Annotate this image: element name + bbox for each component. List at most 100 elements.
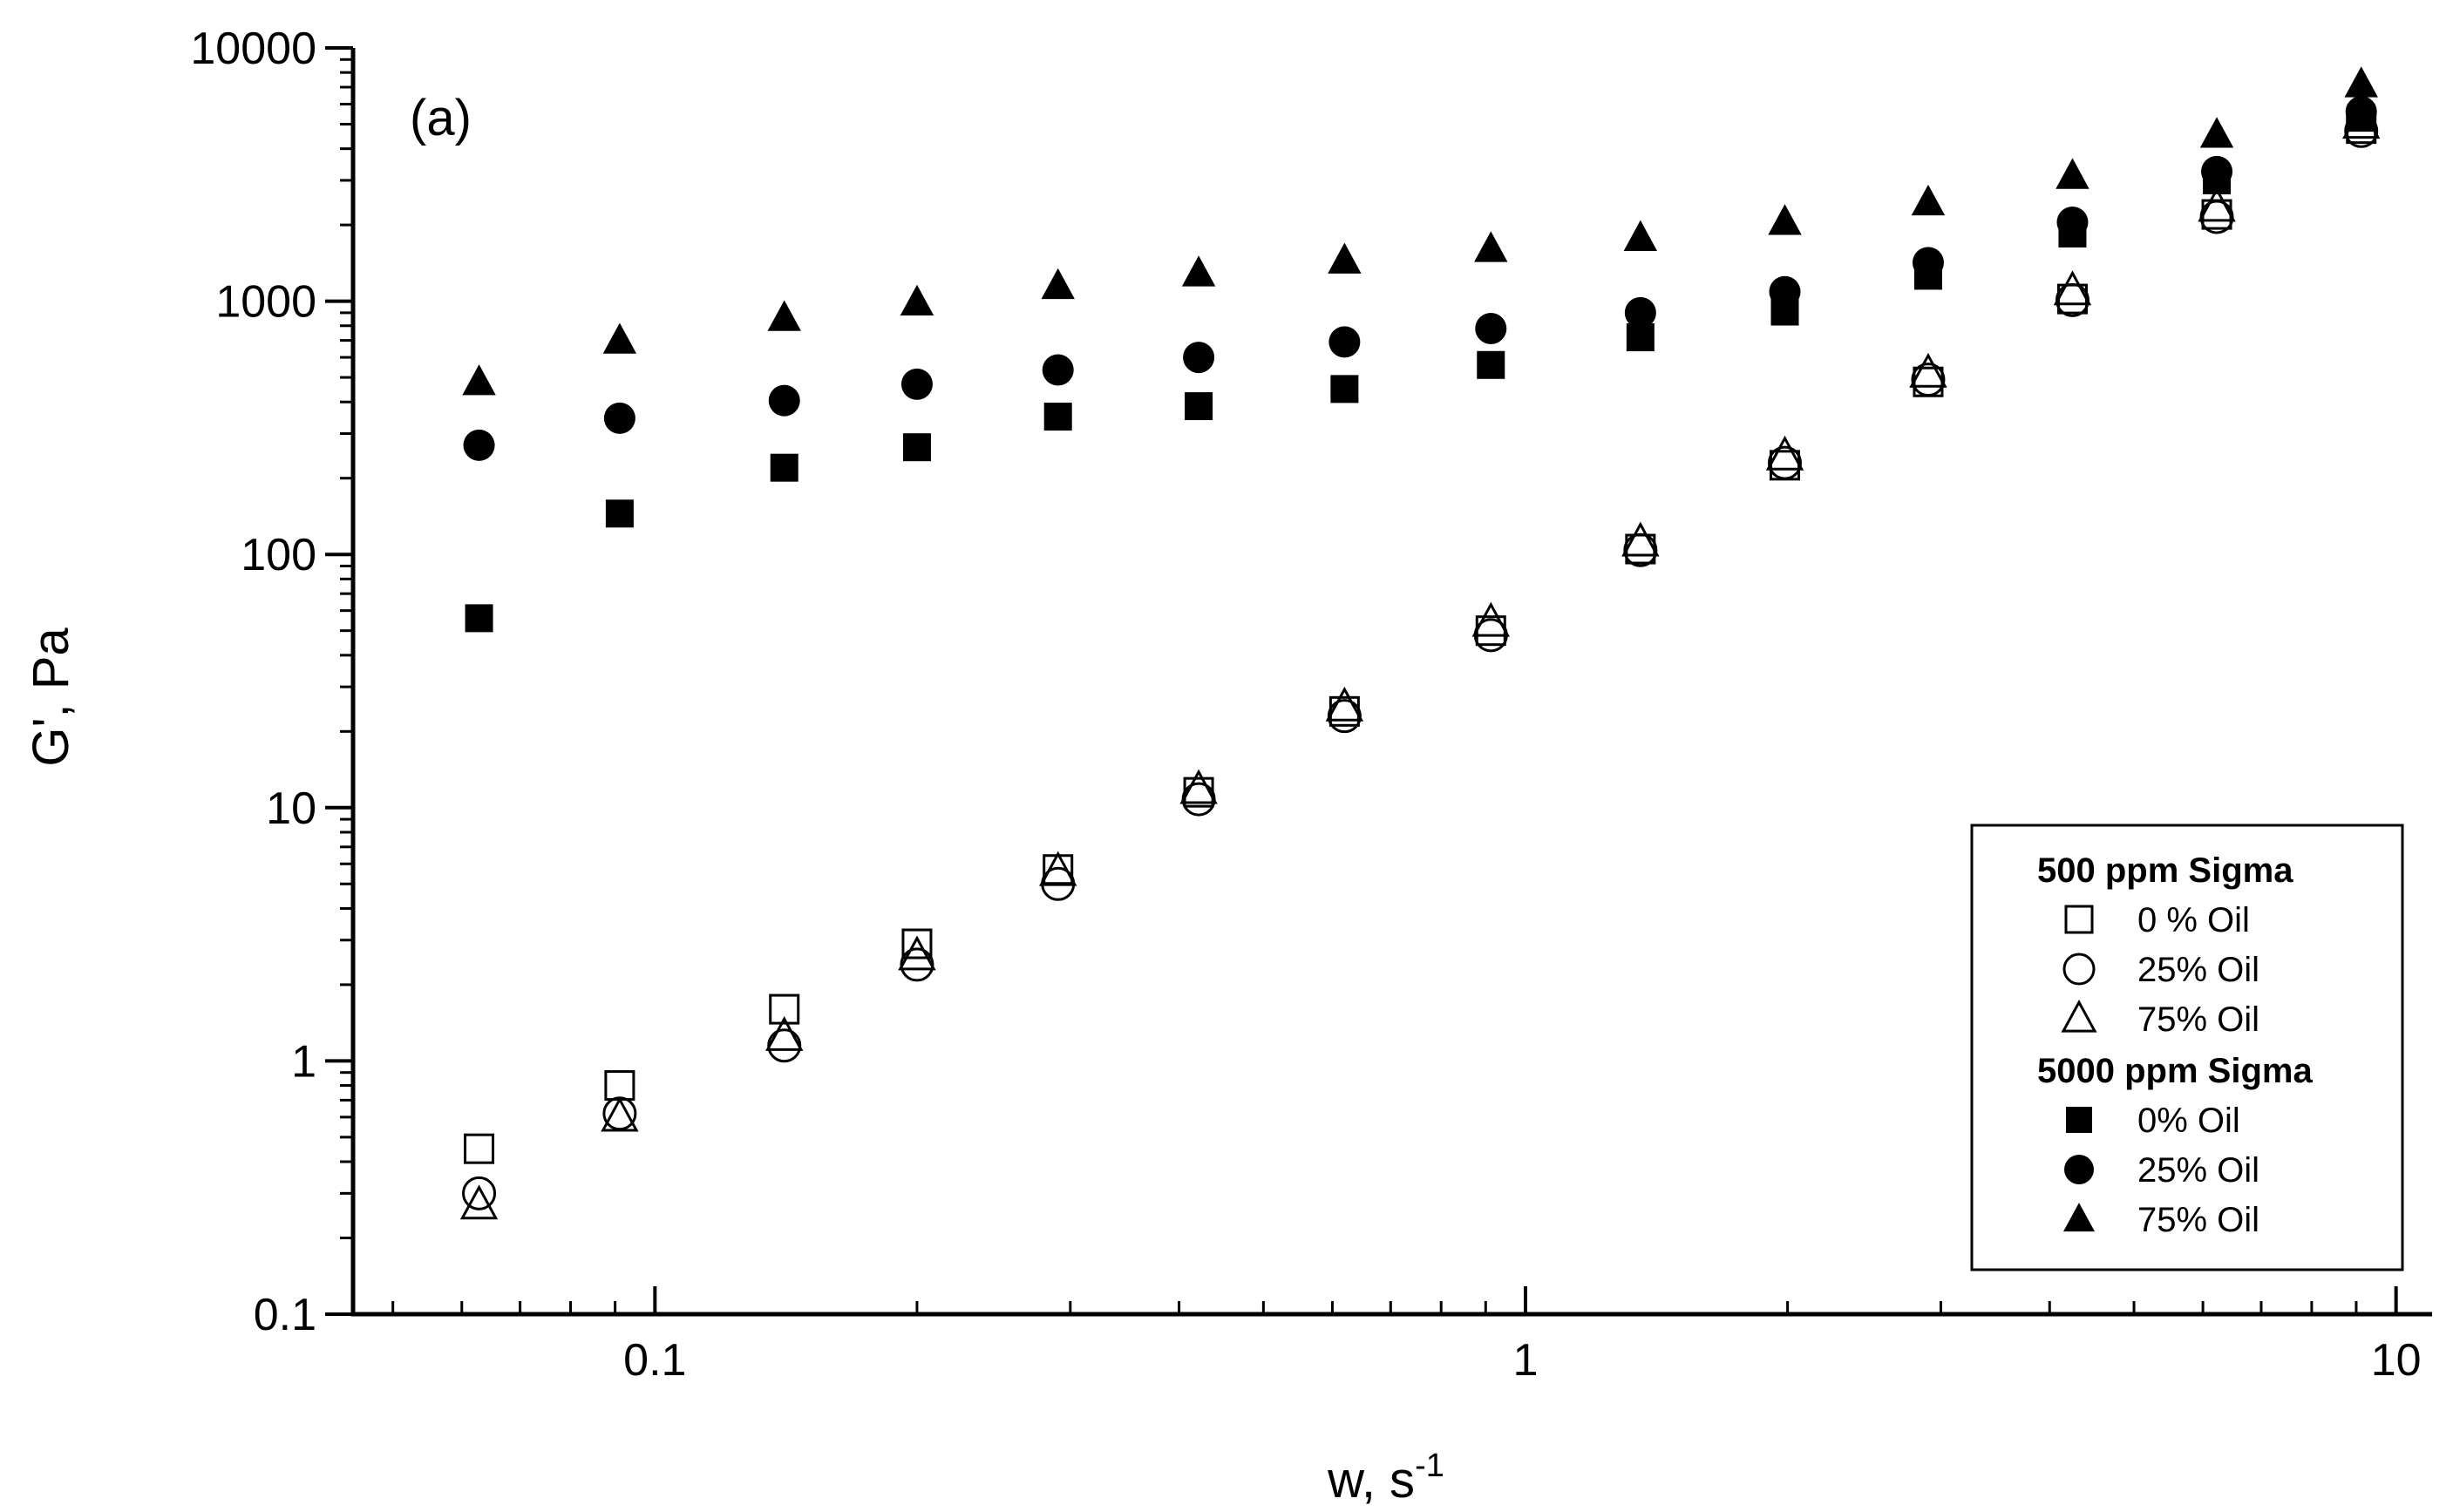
legend-marker-open-triangle: [2061, 999, 2097, 1033]
y-tick-label: 1000: [215, 277, 316, 328]
series-4-filled-circle: [463, 96, 2377, 461]
data-point-open-circle: [602, 1096, 637, 1131]
legend-marker-filled-circle: [2064, 1155, 2094, 1184]
data-point-filled-triangle: [1474, 231, 1508, 262]
panel-label: (a): [410, 90, 472, 146]
data-point-open-circle: [900, 947, 934, 982]
data-point-filled-triangle: [1181, 255, 1216, 287]
series-3-filled-square: [465, 104, 2375, 633]
data-point-filled-triangle: [1328, 242, 1362, 274]
data-point-filled-square: [605, 499, 634, 528]
data-point-open-triangle: [1038, 851, 1077, 886]
data-point-open-circle: [767, 1028, 802, 1063]
x-axis-title-superscript: -1: [1415, 1448, 1444, 1484]
data-point-filled-triangle: [602, 322, 637, 354]
data-point-filled-triangle: [1623, 220, 1658, 251]
data-point-filled-circle: [2056, 207, 2089, 239]
data-point-open-triangle: [1325, 686, 1364, 722]
y-tick-label: 100: [241, 530, 316, 580]
data-point-filled-triangle: [1041, 268, 1075, 300]
legend-group-heading: 500 ppm Sigma: [2037, 851, 2293, 890]
y-tick-label: 0.1: [254, 1290, 316, 1340]
data-point-filled-triangle: [1911, 184, 1946, 216]
data-point-filled-triangle: [2344, 66, 2378, 98]
data-point-filled-square: [465, 604, 493, 633]
legend-group-heading: 5000 ppm Sigma: [2037, 1052, 2313, 1090]
legend-marker-open-circle: [2062, 953, 2096, 986]
y-tick-label: 1: [291, 1036, 316, 1087]
series-2-open-triangle: [459, 104, 2381, 1220]
x-tick-label: 1: [1513, 1335, 1539, 1386]
legend: 500 ppm Sigma 0 % Oil 25% Oil 75% Oil 5000 p…: [1970, 824, 2404, 1271]
y-axis-title: G', Pa: [23, 627, 79, 767]
x-tick-label: 10: [2371, 1335, 2422, 1386]
data-point-filled-circle: [1624, 296, 1656, 329]
data-point-open-triangle: [459, 1184, 499, 1220]
data-point-filled-triangle: [2199, 117, 2234, 148]
data-point-filled-square: [1043, 403, 1072, 431]
data-point-filled-square: [770, 453, 798, 482]
legend-entry-label: 75% Oil: [2137, 1201, 2259, 1239]
data-point-open-triangle: [1621, 521, 1660, 557]
data-point-filled-circle: [1328, 326, 1361, 358]
legend-entry-label: 25% Oil: [2137, 951, 2259, 989]
data-point-open-circle: [1911, 363, 1946, 397]
data-point-open-circle: [1327, 699, 1362, 734]
data-point-filled-circle: [2201, 155, 2233, 187]
legend-entry-label: 0 % Oil: [2137, 901, 2250, 939]
data-point-open-circle: [1181, 782, 1216, 817]
data-point-open-triangle: [1179, 769, 1218, 804]
data-point-filled-circle: [1183, 342, 1215, 374]
series-5-filled-triangle: [462, 66, 2378, 396]
legend-marker-filled-square: [2066, 1107, 2092, 1133]
data-point-filled-circle: [1769, 275, 1801, 308]
data-point-open-circle: [2055, 282, 2089, 317]
x-axis-title: w, s-1: [1327, 1448, 1444, 1509]
data-point-open-square: [604, 1070, 635, 1102]
legend-entry-label: 0% Oil: [2137, 1102, 2240, 1140]
data-point-open-square: [464, 1133, 495, 1164]
data-point-filled-square: [1477, 350, 1505, 379]
data-point-open-triangle: [1765, 435, 1804, 471]
data-point-open-triangle: [765, 1015, 804, 1051]
data-point-filled-circle: [603, 402, 635, 434]
data-point-filled-circle: [463, 429, 495, 461]
y-tick-label: 10000: [190, 24, 316, 74]
data-point-open-triangle: [601, 1096, 639, 1132]
legend-entry-label: 75% Oil: [2137, 1000, 2259, 1039]
data-point-filled-triangle: [2055, 158, 2089, 189]
legend-entry-label: 25% Oil: [2137, 1151, 2259, 1190]
data-point-open-triangle: [898, 935, 936, 971]
data-points-layer: [459, 66, 2381, 1220]
data-point-filled-circle: [2345, 96, 2377, 128]
legend-marker-open-square: [2064, 905, 2094, 934]
data-point-open-triangle: [1909, 352, 1947, 388]
data-point-filled-triangle: [900, 284, 934, 315]
data-point-filled-circle: [900, 368, 933, 400]
data-point-filled-triangle: [462, 364, 496, 396]
data-point-filled-triangle: [767, 300, 801, 331]
x-tick-label: 0.1: [623, 1335, 686, 1386]
ticks-layer: 0.1 1 10 100 1000 10000 0.1 1 10: [190, 24, 2421, 1386]
data-point-open-square: [769, 993, 800, 1025]
data-point-filled-circle: [1912, 247, 1944, 279]
data-point-open-circle: [1623, 532, 1658, 567]
legend-box: [1970, 824, 2404, 1271]
data-point-open-triangle: [2053, 270, 2092, 306]
data-point-filled-square: [1185, 392, 1213, 421]
data-point-open-square: [901, 928, 933, 959]
data-point-filled-square: [902, 433, 931, 462]
data-point-open-circle: [462, 1176, 497, 1210]
y-tick-label: 10: [266, 783, 316, 834]
data-point-open-triangle: [2198, 186, 2236, 222]
x-axis-title-main: w, s: [1327, 1452, 1415, 1509]
data-point-open-triangle: [1471, 601, 1511, 637]
data-point-filled-square: [1330, 375, 1359, 403]
data-point-filled-circle: [1042, 354, 1074, 386]
legend-marker-filled-triangle: [2063, 1203, 2095, 1232]
data-point-open-circle: [1768, 445, 1803, 480]
data-point-filled-circle: [1475, 312, 1507, 344]
data-point-filled-circle: [768, 384, 800, 417]
